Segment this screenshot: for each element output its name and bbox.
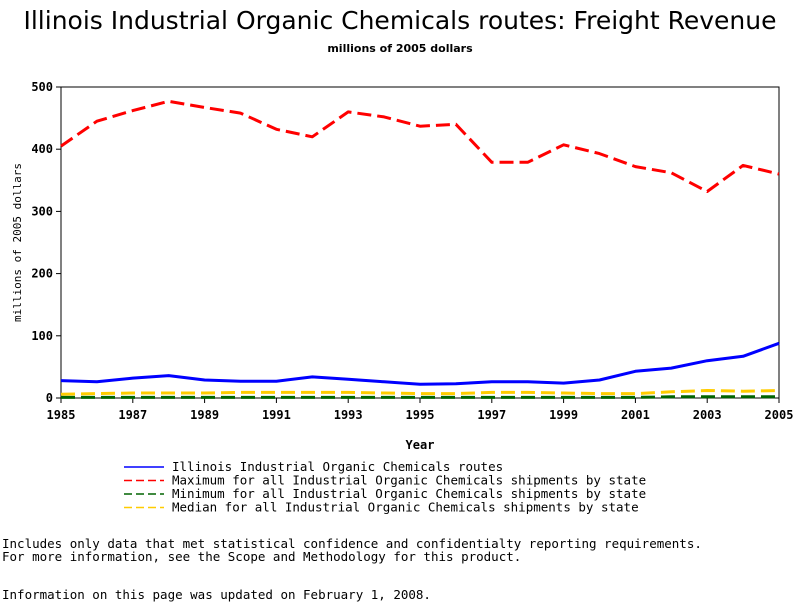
footnote-methodology: For more information, see the Scope and … <box>2 549 522 564</box>
series-line-1 <box>60 341 780 386</box>
x-tick-label: 1995 <box>406 408 435 422</box>
legend-label: Median for all Industrial Organic Chemic… <box>172 500 639 515</box>
x-tick-label: 2001 <box>621 408 650 422</box>
x-axis-label: Year <box>406 438 435 452</box>
footnote-updated: Information on this page was updated on … <box>2 587 431 602</box>
plot-frame <box>60 86 780 399</box>
x-tick-label: 1997 <box>477 408 506 422</box>
x-tick-label: 2005 <box>765 408 794 422</box>
y-axis-label: millions of 2005 dollars <box>11 163 24 322</box>
x-tick-label: 1989 <box>190 408 219 422</box>
x-tick-label: 1985 <box>47 408 76 422</box>
x-tick-label: 2003 <box>693 408 722 422</box>
series-lines <box>60 99 780 399</box>
y-tick-label: 500 <box>31 80 53 94</box>
x-tick-label: 1999 <box>549 408 578 422</box>
x-tick-label: 1987 <box>118 408 147 422</box>
y-tick-label: 400 <box>31 142 53 156</box>
y-tick-label: 100 <box>31 329 53 343</box>
chart-subtitle: millions of 2005 dollars <box>327 42 473 55</box>
legend-label: Maximum for all Industrial Organic Chemi… <box>172 473 646 488</box>
legend-label: Illinois Industrial Organic Chemicals ro… <box>172 459 503 474</box>
y-tick-label: 300 <box>31 204 53 218</box>
y-tick-label: 0 <box>46 391 53 405</box>
footnote-confidence: Includes only data that met statistical … <box>2 536 702 551</box>
chart-title: Illinois Industrial Organic Chemicals ro… <box>23 6 777 35</box>
plot-area <box>60 86 780 399</box>
series-line-3 <box>61 395 779 399</box>
axes: 0 100 200 300 400 500 1985 1987 1989 1991 1993 1995… <box>11 80 793 452</box>
x-tick-label: 1993 <box>334 408 363 422</box>
legend-label: Minimum for all Industrial Organic Chemi… <box>172 486 646 501</box>
x-tick-label: 1991 <box>262 408 291 422</box>
series-line-2 <box>60 99 780 193</box>
series-line-4 <box>60 389 780 396</box>
legend: Illinois Industrial Organic Chemicals ro… <box>124 459 646 515</box>
y-tick-label: 200 <box>31 267 53 281</box>
